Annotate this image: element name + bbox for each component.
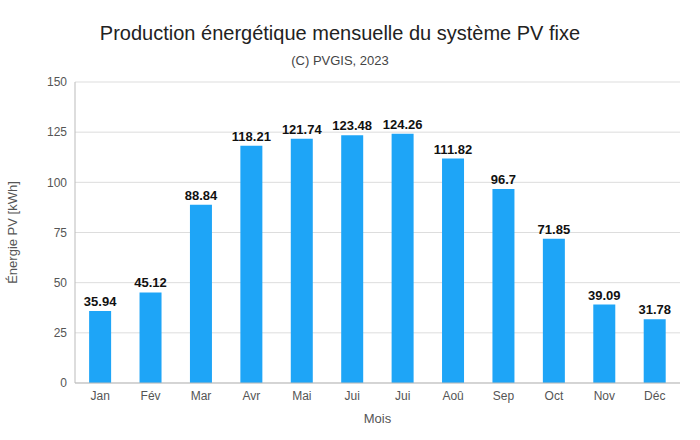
svg-text:124.26: 124.26 [383,117,423,132]
svg-text:45.12: 45.12 [134,275,167,290]
svg-text:88.84: 88.84 [185,188,218,203]
svg-text:Déc: Déc [644,389,665,403]
svg-text:Avr: Avr [243,389,261,403]
svg-text:Sep: Sep [493,389,515,403]
svg-text:0: 0 [60,376,67,390]
svg-text:71.85: 71.85 [538,222,571,237]
svg-text:Jan: Jan [91,389,110,403]
svg-text:39.09: 39.09 [588,288,621,303]
svg-text:Jui: Jui [395,389,410,403]
svg-text:118.21: 118.21 [232,129,271,144]
html-text:(C) PVGIS, 2023: (C) PVGIS, 2023 [291,53,389,68]
svg-text:121.74: 121.74 [282,122,323,137]
svg-text:96.7: 96.7 [491,172,516,187]
svg-text:35.94: 35.94 [84,294,117,309]
svg-text:123.48: 123.48 [332,118,372,133]
svg-text:Oct: Oct [545,389,564,403]
svg-text:25: 25 [54,326,68,340]
svg-text:111.82: 111.82 [434,142,472,157]
svg-text:Mois: Mois [364,411,392,426]
html-text:Production énergétique mensuel: Production énergétique mensuelle du syst… [99,22,581,44]
svg-text:75: 75 [54,226,68,240]
svg-text:50: 50 [54,276,68,290]
svg-text:Énergie PV [kWh]: Énergie PV [kWh] [8,181,20,284]
svg-text:125: 125 [47,125,67,139]
svg-text:31.78: 31.78 [638,302,671,317]
svg-text:Nov: Nov [594,389,615,403]
svg-text:Jui: Jui [345,389,360,403]
svg-text:100: 100 [47,176,67,190]
svg-text:Mai: Mai [292,389,311,403]
svg-text:Aoû: Aoû [442,389,463,403]
svg-text:150: 150 [47,75,67,89]
svg-text:Fév: Fév [141,389,161,403]
svg-text:Mar: Mar [191,389,212,403]
